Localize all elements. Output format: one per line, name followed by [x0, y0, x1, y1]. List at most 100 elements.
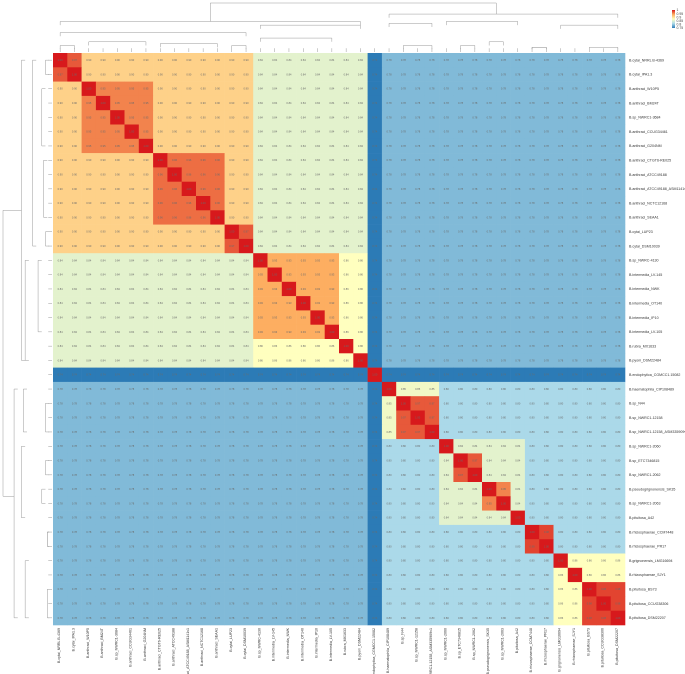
heatmap-cell	[424, 381, 440, 397]
cell-value-label: 0.78	[286, 444, 292, 448]
cell-value-label: 0.78	[58, 544, 64, 548]
heatmap-cell	[381, 153, 397, 168]
heatmap-cell	[381, 253, 397, 268]
cell-value-label: 0.78	[387, 101, 393, 105]
heatmap-cell	[381, 310, 397, 325]
heatmap-cell	[539, 67, 554, 82]
cell-value-label: 0.80	[387, 516, 393, 520]
cell-value-label: 0.90	[115, 58, 121, 62]
heatmap-cell	[53, 539, 68, 554]
cell-value-label: 0.80	[472, 530, 478, 534]
cell-value-label: 0.80	[601, 544, 607, 548]
heatmap-cell	[467, 539, 483, 554]
heatmap-cell	[167, 238, 182, 254]
cell-value-label: 0.78	[129, 616, 135, 620]
heatmap-cell	[539, 596, 554, 611]
cell-value-label: 0.90	[129, 187, 135, 191]
heatmap-cell	[339, 81, 354, 97]
cell-value-label: 0.84	[115, 358, 121, 362]
cell-value-label: 0.78	[487, 258, 493, 262]
heatmap-cell	[439, 67, 454, 82]
heatmap-cell	[596, 253, 611, 268]
cell-value-label: 1.00	[372, 373, 378, 377]
heatmap-cell	[567, 124, 583, 140]
cell-value-label: 0.80	[444, 587, 450, 591]
heatmap-cell	[339, 610, 354, 626]
cell-value-label: 0.78	[272, 530, 278, 534]
heatmap-cell	[110, 482, 125, 497]
cell-value-label: 0.80	[501, 559, 507, 563]
cell-value-label: 0.78	[530, 101, 536, 105]
heatmap-cell	[238, 353, 254, 368]
cell-value-label: 1.00	[329, 330, 335, 334]
heatmap-cell	[467, 524, 483, 540]
heatmap-cell	[296, 238, 311, 254]
heatmap-cell	[510, 324, 526, 340]
heatmap-cell	[253, 110, 268, 125]
cell-value-label: 1.00	[172, 172, 178, 176]
heatmap-cell	[396, 367, 411, 383]
cell-value-label: 0.90	[129, 215, 135, 219]
cell-value-label: 0.80	[572, 458, 578, 462]
cell-value-label: 0.78	[143, 430, 149, 434]
cell-value-label: 0.80	[387, 487, 393, 491]
cell-value-label: 0.84	[158, 301, 164, 305]
cell-value-label: 1.00	[530, 530, 536, 534]
heatmap-cell	[95, 582, 111, 597]
heatmap-cell	[324, 224, 340, 240]
cell-value-label: 0.78	[472, 258, 478, 262]
cell-value-label: 0.78	[58, 559, 64, 563]
heatmap-cell	[367, 496, 383, 511]
cell-value-label: 0.78	[58, 616, 64, 620]
heatmap-cell	[210, 110, 225, 125]
heatmap-cell	[524, 381, 540, 397]
cell-value-label: 0.78	[429, 344, 435, 348]
cell-value-label: 0.78	[558, 330, 564, 334]
heatmap-cell	[596, 210, 611, 225]
cell-value-label: 0.84	[72, 344, 78, 348]
cell-value-label: 0.90	[115, 187, 121, 191]
cell-value-label: 0.78	[258, 587, 264, 591]
cell-value-label: 0.78	[558, 215, 564, 219]
cell-value-label: 0.80	[487, 587, 493, 591]
cell-value-label: 0.84	[444, 473, 450, 477]
heatmap-cell	[467, 610, 483, 626]
cell-value-label: 0.78	[215, 544, 221, 548]
cell-value-label: 0.78	[558, 87, 564, 91]
heatmap-cell	[482, 210, 497, 225]
heatmap-cell	[439, 367, 454, 383]
heatmap-cell	[496, 253, 511, 268]
heatmap-cell	[410, 567, 426, 583]
heatmap-cell	[181, 496, 197, 511]
heatmap-cell	[95, 524, 111, 540]
cell-value-label: 0.84	[172, 315, 178, 319]
heatmap-cell	[310, 510, 325, 526]
cell-value-label: 0.84	[115, 287, 121, 291]
cell-value-label: 0.78	[544, 287, 550, 291]
heatmap-cell	[396, 582, 411, 597]
cell-value-label: 0.80	[572, 501, 578, 505]
heatmap-cell	[224, 310, 240, 325]
heatmap-cell	[339, 410, 354, 426]
cell-value-label: 0.84	[244, 315, 250, 319]
heatmap-cell	[596, 396, 611, 411]
heatmap-cell	[539, 453, 554, 468]
heatmap-cell	[353, 567, 368, 583]
heatmap-cell	[424, 196, 440, 211]
cell-value-label: 0.74	[601, 373, 607, 377]
heatmap-cell	[324, 296, 340, 311]
cell-value-label: 0.78	[115, 544, 121, 548]
heatmap-cell	[467, 381, 483, 397]
cell-value-label: 0.80	[444, 573, 450, 577]
heatmap-cell	[381, 410, 397, 426]
cell-value-label: 0.78	[515, 172, 521, 176]
cell-value-label: 0.90	[186, 130, 192, 134]
cell-value-label: 0.96	[215, 158, 221, 162]
cell-value-label: 0.78	[143, 544, 149, 548]
row-label: B.intermedia_LV-145	[629, 273, 662, 277]
heatmap-cell	[153, 539, 168, 554]
cell-value-label: 0.78	[429, 244, 435, 248]
cell-value-label: 0.78	[587, 215, 593, 219]
heatmap-cell	[510, 410, 526, 426]
heatmap-cell	[281, 524, 297, 540]
